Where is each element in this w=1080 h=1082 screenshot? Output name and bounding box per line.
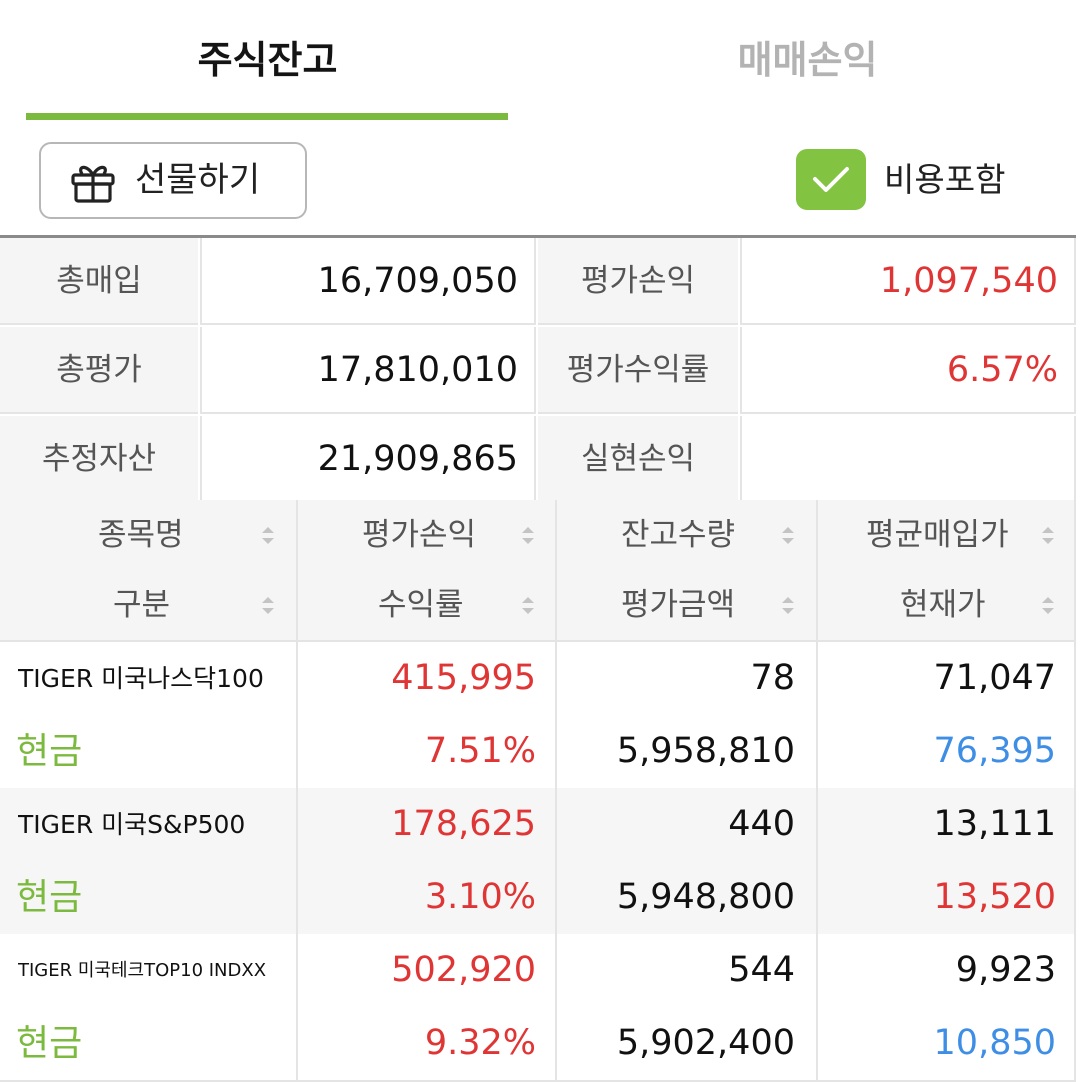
summary-table: 총매입 16,709,050 평가손익 1,097,540 총평가 17,810…: [0, 235, 1076, 503]
gift-button[interactable]: 선물하기: [39, 142, 307, 219]
account-type: 현금: [16, 731, 83, 772]
sort-icon: [782, 597, 794, 614]
header-qty-label: 잔고수량: [621, 517, 736, 553]
holding-row[interactable]: TIGER 미국테크TOP10 INDXX 현금 502,920 9.32% 5…: [0, 934, 1076, 1082]
sort-header-qty[interactable]: 잔고수량: [557, 500, 817, 570]
quantity: 440: [728, 804, 795, 844]
include-fee-label[interactable]: 비용포함: [884, 160, 1006, 199]
sort-icon: [1042, 527, 1054, 544]
gift-button-label: 선물하기: [135, 160, 261, 200]
current-price: 76,395: [933, 731, 1056, 771]
eval-pl-value: 1,097,540: [740, 238, 1076, 325]
eval-pl: 502,920: [391, 950, 536, 990]
stock-name: TIGER 미국테크TOP10 INDXX: [18, 960, 267, 981]
eval-pl: 178,625: [391, 804, 536, 844]
return-rate: 3.10%: [424, 877, 536, 917]
header-current-price-label: 현재가: [900, 587, 986, 623]
realized-pl-value: [740, 416, 1076, 503]
total-eval-value: 17,810,010: [200, 327, 536, 414]
current-price: 13,520: [933, 877, 1056, 917]
total-purchase-label: 총매입: [0, 238, 198, 325]
sort-header-avg-price[interactable]: 평균매입가: [818, 500, 1076, 570]
column-divider: [296, 500, 298, 1080]
return-rate: 7.51%: [424, 731, 536, 771]
est-assets-label: 추정자산: [0, 416, 198, 503]
return-rate: 9.32%: [424, 1023, 536, 1063]
sort-icon: [522, 527, 534, 544]
gift-icon: [71, 165, 115, 203]
account-type: 현금: [16, 1023, 83, 1064]
eval-amount: 5,902,400: [616, 1023, 795, 1063]
total-purchase-value: 16,709,050: [200, 238, 536, 325]
quantity: 78: [750, 658, 795, 698]
summary-row: 추정자산 21,909,865 실현손익: [0, 416, 1076, 504]
holding-row[interactable]: TIGER 미국S&P500 현금 178,625 3.10% 440 5,94…: [0, 788, 1076, 936]
sort-header-eval-pl[interactable]: 평가손익: [298, 500, 556, 570]
stock-name: TIGER 미국나스닥100: [18, 664, 264, 693]
column-divider: [555, 500, 557, 1080]
account-type: 현금: [16, 877, 83, 918]
eval-rate-value: 6.57%: [740, 327, 1076, 414]
eval-pl: 415,995: [391, 658, 536, 698]
stock-name: TIGER 미국S&P500: [18, 810, 246, 839]
quantity: 544: [728, 950, 795, 990]
active-tab-indicator: [26, 113, 508, 120]
header-eval-pl-label: 평가손익: [362, 517, 477, 553]
sort-icon: [262, 597, 274, 614]
tab-stock-balance[interactable]: 주식잔고: [197, 38, 338, 82]
eval-amount: 5,948,800: [616, 877, 795, 917]
realized-pl-label: 실현손익: [538, 416, 738, 503]
header-eval-amount-label: 평가금액: [621, 587, 736, 623]
sort-icon: [262, 527, 274, 544]
check-icon: [813, 167, 849, 192]
sort-icon: [1042, 597, 1054, 614]
header-type-label: 구분: [113, 587, 171, 623]
sort-header-name[interactable]: 종목명: [0, 500, 296, 570]
tab-bar: 주식잔고 매매손익: [0, 0, 1080, 122]
est-assets-value: 21,909,865: [200, 416, 536, 503]
header-avg-price-label: 평균매입가: [866, 517, 1009, 553]
sort-header-eval-amount[interactable]: 평가금액: [557, 570, 817, 640]
eval-amount: 5,958,810: [616, 731, 795, 771]
sort-header-current-price[interactable]: 현재가: [818, 570, 1076, 640]
column-divider: [1074, 500, 1076, 1080]
include-fee-checkbox[interactable]: [796, 149, 866, 210]
column-divider: [816, 500, 818, 1080]
holding-row[interactable]: TIGER 미국나스닥100 현금 415,995 7.51% 78 5,958…: [0, 642, 1076, 790]
eval-pl-label: 평가손익: [538, 238, 738, 325]
header-rate-label: 수익률: [378, 587, 464, 623]
sort-header-type[interactable]: 구분: [0, 570, 296, 640]
total-eval-label: 총평가: [0, 327, 198, 414]
sort-header-rate[interactable]: 수익률: [298, 570, 556, 640]
sort-icon: [782, 527, 794, 544]
summary-row: 총매입 16,709,050 평가손익 1,097,540: [0, 238, 1076, 326]
header-name-label: 종목명: [98, 517, 184, 553]
eval-rate-label: 평가수익률: [538, 327, 738, 414]
avg-price: 13,111: [933, 804, 1056, 844]
summary-row: 총평가 17,810,010 평가수익률 6.57%: [0, 327, 1076, 415]
holdings-table-header: 종목명 구분 평가손익 수익률 잔고수량 평가금액 평균매입가 현재가: [0, 500, 1076, 642]
sort-icon: [522, 597, 534, 614]
tab-trade-pl[interactable]: 매매손익: [737, 38, 878, 82]
avg-price: 9,923: [955, 950, 1056, 990]
avg-price: 71,047: [933, 658, 1056, 698]
current-price: 10,850: [933, 1023, 1056, 1063]
